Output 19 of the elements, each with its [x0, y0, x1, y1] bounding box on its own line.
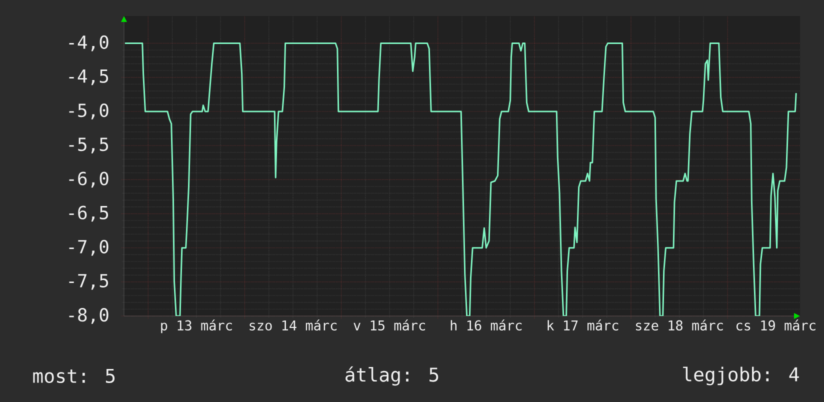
- y-tick-label: -7,5: [69, 274, 108, 290]
- x-tick-label: p 13 márc: [161, 320, 232, 334]
- y-tick-label: -4,5: [69, 70, 108, 86]
- x-tick-label: szo 14 márc: [250, 320, 337, 331]
- x-tick-label: h 16 márc: [450, 320, 522, 331]
- text: legjobb: 4: [683, 366, 799, 386]
- x-tick-label: v 15 márc: [354, 320, 426, 331]
- x-tick-label: sze 18 márc: [636, 320, 723, 331]
- y-tick-label: -7,0: [69, 240, 108, 256]
- x-tick-label: cs 19 márc: [736, 320, 816, 331]
- y-tick-label: -5,0: [69, 104, 108, 120]
- y-tick-label: -5,5: [69, 138, 108, 154]
- y-tick-label: -8,0: [69, 308, 108, 324]
- y-tick-label: -6,5: [69, 206, 108, 222]
- x-tick-label: k 17 márc: [548, 320, 618, 331]
- y-tick-label: -6,0: [69, 172, 108, 188]
- y-tick-label: -4,0: [69, 35, 108, 52]
- text: most: 5: [33, 368, 115, 384]
- text: átlag: 5: [346, 366, 438, 386]
